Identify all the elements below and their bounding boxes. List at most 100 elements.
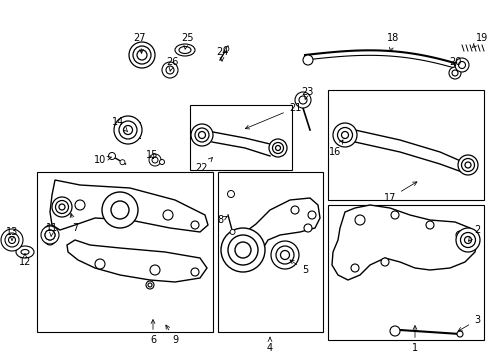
Text: 15: 15 bbox=[145, 150, 158, 160]
Polygon shape bbox=[240, 198, 319, 268]
Text: 9: 9 bbox=[165, 325, 178, 345]
Circle shape bbox=[149, 154, 161, 166]
Text: 22: 22 bbox=[195, 158, 212, 173]
Circle shape bbox=[460, 233, 474, 248]
Circle shape bbox=[55, 201, 68, 213]
Circle shape bbox=[354, 215, 364, 225]
Circle shape bbox=[458, 62, 465, 68]
Circle shape bbox=[290, 206, 298, 214]
Circle shape bbox=[275, 246, 293, 264]
Circle shape bbox=[162, 62, 178, 78]
Circle shape bbox=[224, 46, 228, 51]
Circle shape bbox=[148, 283, 152, 287]
Circle shape bbox=[227, 190, 234, 198]
Text: 14: 14 bbox=[112, 117, 127, 132]
Circle shape bbox=[451, 70, 457, 76]
Bar bbox=[37, 172, 213, 332]
Circle shape bbox=[464, 237, 470, 243]
Polygon shape bbox=[67, 240, 206, 282]
Text: 6: 6 bbox=[150, 320, 156, 345]
Text: 20: 20 bbox=[448, 57, 460, 67]
Circle shape bbox=[461, 158, 473, 171]
Circle shape bbox=[270, 241, 298, 269]
Circle shape bbox=[425, 221, 433, 229]
Text: 21: 21 bbox=[245, 103, 301, 129]
Circle shape bbox=[337, 127, 352, 143]
Circle shape bbox=[102, 192, 138, 228]
Circle shape bbox=[45, 230, 55, 240]
Circle shape bbox=[350, 264, 358, 272]
Circle shape bbox=[150, 265, 160, 275]
Text: 13: 13 bbox=[6, 227, 18, 240]
Circle shape bbox=[163, 210, 173, 220]
Bar bbox=[218, 172, 323, 332]
Ellipse shape bbox=[16, 246, 34, 258]
Circle shape bbox=[45, 230, 55, 240]
Polygon shape bbox=[331, 205, 477, 280]
Circle shape bbox=[41, 226, 59, 244]
Circle shape bbox=[159, 159, 164, 165]
Circle shape bbox=[229, 230, 235, 234]
Circle shape bbox=[119, 121, 137, 139]
Ellipse shape bbox=[179, 46, 191, 54]
Circle shape bbox=[304, 224, 311, 232]
Circle shape bbox=[59, 204, 65, 210]
Text: 23: 23 bbox=[300, 87, 312, 100]
Ellipse shape bbox=[43, 225, 57, 245]
Circle shape bbox=[457, 155, 477, 175]
Circle shape bbox=[332, 123, 356, 147]
Circle shape bbox=[307, 211, 315, 219]
Circle shape bbox=[303, 55, 312, 65]
Circle shape bbox=[389, 326, 399, 336]
Ellipse shape bbox=[21, 249, 29, 255]
Circle shape bbox=[95, 259, 105, 269]
Circle shape bbox=[268, 139, 286, 157]
Circle shape bbox=[464, 162, 470, 168]
Bar bbox=[327, 205, 483, 340]
Circle shape bbox=[129, 42, 155, 68]
Circle shape bbox=[455, 231, 463, 239]
Circle shape bbox=[298, 96, 306, 104]
Circle shape bbox=[390, 211, 398, 219]
Circle shape bbox=[123, 126, 132, 135]
Text: 5: 5 bbox=[289, 260, 307, 275]
Text: 1: 1 bbox=[411, 326, 417, 353]
Circle shape bbox=[47, 233, 52, 238]
Circle shape bbox=[448, 67, 460, 79]
Circle shape bbox=[195, 128, 208, 142]
Text: 12: 12 bbox=[19, 254, 31, 267]
Ellipse shape bbox=[175, 44, 195, 56]
Text: 24: 24 bbox=[215, 47, 228, 61]
Circle shape bbox=[1, 229, 23, 251]
Text: 17: 17 bbox=[383, 182, 416, 203]
Circle shape bbox=[294, 92, 310, 108]
Circle shape bbox=[75, 200, 85, 210]
Text: 26: 26 bbox=[165, 57, 178, 71]
Text: 7: 7 bbox=[70, 213, 78, 233]
Text: 19: 19 bbox=[471, 33, 487, 48]
Circle shape bbox=[5, 233, 19, 247]
Circle shape bbox=[52, 197, 72, 217]
Circle shape bbox=[111, 201, 129, 219]
Circle shape bbox=[280, 251, 289, 260]
Text: 27: 27 bbox=[134, 33, 146, 53]
Circle shape bbox=[455, 228, 479, 252]
Bar bbox=[327, 90, 483, 200]
Circle shape bbox=[456, 331, 462, 337]
Text: 8: 8 bbox=[217, 215, 227, 225]
Circle shape bbox=[272, 143, 283, 153]
Circle shape bbox=[8, 237, 16, 243]
Text: 11: 11 bbox=[46, 223, 58, 236]
Circle shape bbox=[152, 157, 158, 163]
Circle shape bbox=[114, 116, 142, 144]
Circle shape bbox=[146, 281, 154, 289]
Circle shape bbox=[198, 131, 205, 139]
Circle shape bbox=[120, 160, 125, 165]
Circle shape bbox=[235, 242, 250, 258]
Circle shape bbox=[133, 46, 151, 64]
Circle shape bbox=[191, 124, 213, 146]
Text: 4: 4 bbox=[266, 337, 272, 353]
Text: 10: 10 bbox=[94, 155, 111, 165]
Circle shape bbox=[191, 268, 199, 276]
Circle shape bbox=[165, 66, 174, 74]
